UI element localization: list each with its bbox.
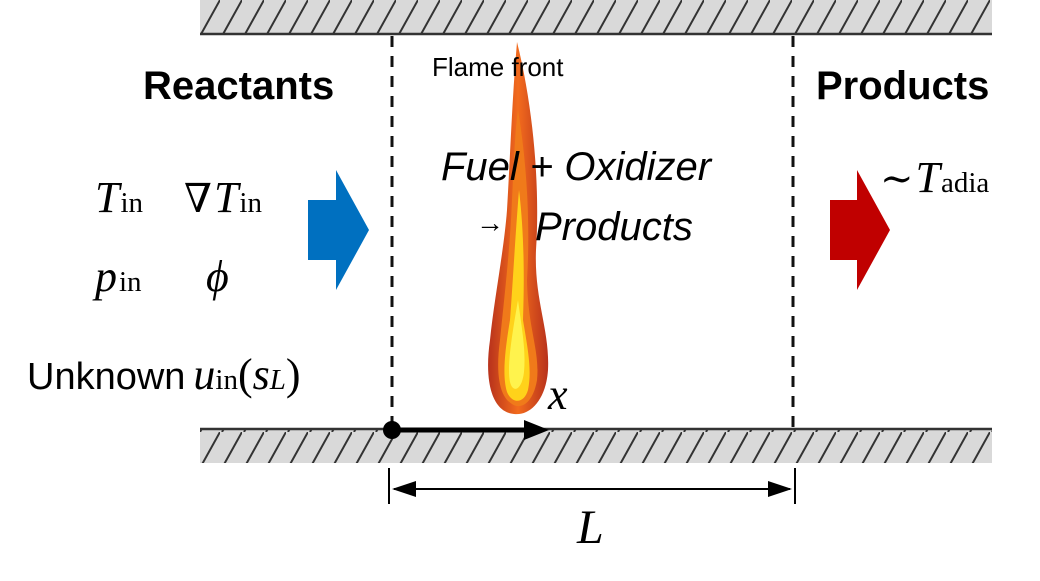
x-axis-arrow xyxy=(383,420,549,440)
reaction-line-1: Fuel + Oxidizer xyxy=(441,145,713,189)
inlet-temperature-symbol: Tin xyxy=(95,173,144,222)
equivalence-ratio-symbol: ϕ xyxy=(206,252,229,301)
flame-icon xyxy=(488,42,549,415)
reaction-line-2: Products xyxy=(535,205,693,249)
x-axis-label: x xyxy=(547,370,568,419)
reactant-inflow-arrow xyxy=(308,170,369,290)
top-wall xyxy=(200,0,992,36)
domain-length-label: L xyxy=(576,501,604,554)
products-label: Products xyxy=(816,64,989,108)
reactants-label: Reactants xyxy=(143,64,334,108)
adiabatic-temperature-symbol: ∼Tadia xyxy=(880,153,989,202)
bottom-wall xyxy=(200,427,992,463)
inlet-temperature-gradient-symbol: ∇Tin xyxy=(184,173,262,222)
product-outflow-arrow xyxy=(830,170,890,290)
length-dimension xyxy=(388,468,796,504)
unknown-inlet-velocity: Unknown uin(sL) xyxy=(27,350,301,399)
reaction-arrow: → xyxy=(476,207,504,238)
flame-front-label: Flame front xyxy=(432,52,564,82)
inlet-pressure-symbol: pin xyxy=(92,252,142,301)
